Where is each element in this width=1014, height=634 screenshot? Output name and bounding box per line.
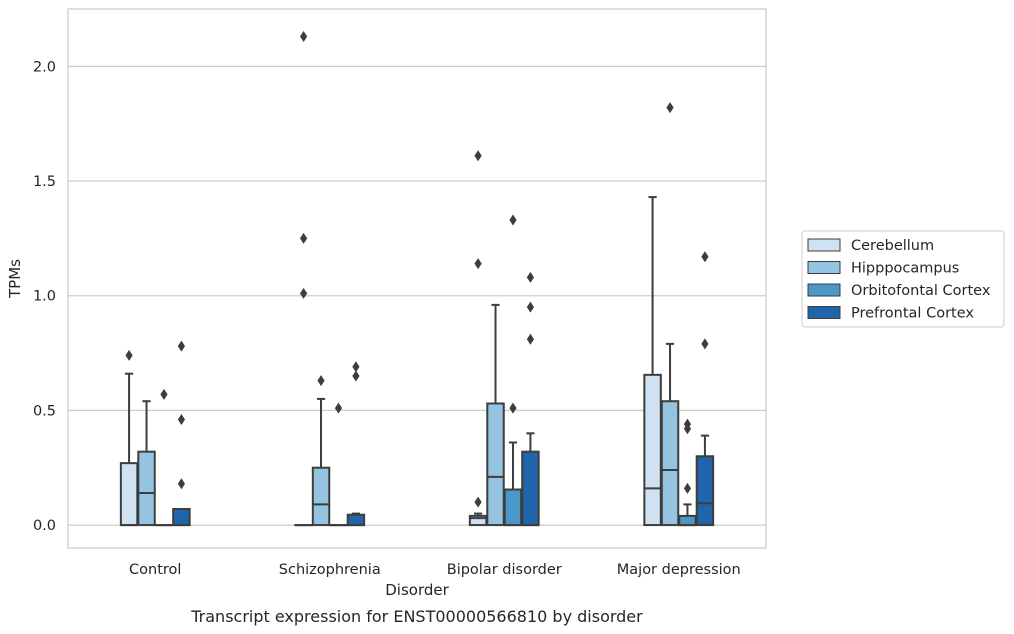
outlier-point bbox=[509, 214, 517, 226]
box-hipppocampus bbox=[311, 375, 331, 527]
box-body bbox=[643, 373, 662, 527]
outlier-point bbox=[177, 414, 186, 426]
y-axis-ticks: 0.0 0.5 1.0 1.5 2.0 bbox=[33, 59, 56, 534]
outlier-point bbox=[474, 150, 482, 162]
box-body bbox=[695, 455, 715, 527]
box-prefrontal-cortex bbox=[346, 361, 366, 527]
y-tick-label: 0.0 bbox=[33, 518, 56, 534]
y-tick-label: 1.0 bbox=[33, 289, 56, 305]
outlier-point bbox=[299, 31, 308, 43]
legend-swatch bbox=[807, 261, 841, 274]
legend-label: Cerebellum bbox=[851, 238, 934, 254]
outlier-point bbox=[526, 333, 535, 345]
box-orbitofontal-cortex bbox=[503, 214, 523, 527]
plot-frame bbox=[67, 8, 767, 549]
legend: Cerebellum Hipppocampus Orbitofontal Corte… bbox=[801, 230, 1005, 328]
box-cerebellum bbox=[294, 31, 313, 527]
box-orbitofontal-cortex bbox=[329, 402, 348, 527]
outlier-point bbox=[526, 271, 535, 283]
outlier-point bbox=[666, 102, 674, 114]
box-body bbox=[678, 514, 697, 527]
box-body bbox=[172, 508, 191, 527]
box-hipppocampus bbox=[137, 400, 156, 527]
legend-swatch bbox=[807, 238, 841, 252]
legend-label: Orbitofontal Cortex bbox=[851, 283, 991, 299]
box-orbitofontal-cortex bbox=[154, 388, 174, 527]
box-prefrontal-cortex bbox=[695, 251, 715, 527]
outlier-point bbox=[352, 361, 360, 373]
box-cerebellum bbox=[643, 196, 662, 527]
x-axis-ticks: Control Schizophrenia Bipolar disorder Majo… bbox=[129, 562, 741, 578]
box-groups bbox=[119, 31, 715, 527]
legend-swatch bbox=[807, 283, 841, 297]
outlier-point bbox=[526, 301, 535, 313]
x-tick-label: Schizophrenia bbox=[279, 562, 381, 578]
legend-label: Prefrontal Cortex bbox=[851, 306, 974, 322]
box-cerebellum bbox=[119, 349, 139, 527]
y-tick-label: 0.5 bbox=[33, 403, 56, 419]
x-tick-label: Major depression bbox=[617, 562, 741, 578]
x-axis-label: Disorder bbox=[385, 581, 449, 599]
outlier-point bbox=[334, 402, 343, 414]
box-body bbox=[346, 513, 366, 527]
outlier-point bbox=[683, 418, 692, 430]
outlier-point bbox=[474, 258, 482, 270]
box-body bbox=[311, 466, 331, 527]
box-prefrontal-cortex bbox=[172, 340, 191, 527]
x-tick-label: Control bbox=[129, 562, 181, 578]
box-hipppocampus bbox=[486, 303, 505, 527]
y-tick-label: 1.5 bbox=[33, 174, 56, 190]
y-tick-label: 2.0 bbox=[33, 59, 56, 75]
box-cerebellum bbox=[468, 150, 488, 527]
box-body bbox=[503, 488, 523, 527]
outlier-point bbox=[509, 402, 517, 414]
outlier-point bbox=[474, 496, 482, 508]
legend-swatch bbox=[807, 306, 841, 319]
outlier-point bbox=[299, 287, 308, 299]
chart-caption: Transcript expression for ENST0000056681… bbox=[190, 607, 643, 626]
outlier-point bbox=[352, 370, 360, 382]
outlier-point bbox=[701, 251, 709, 263]
outlier-point bbox=[177, 478, 186, 490]
y-axis-label: TPMs bbox=[6, 259, 24, 299]
outlier-point bbox=[701, 338, 709, 350]
outlier-point bbox=[160, 388, 168, 400]
box-body bbox=[137, 450, 156, 527]
outlier-point bbox=[317, 375, 325, 387]
outlier-point bbox=[299, 232, 308, 244]
legend-box bbox=[801, 230, 1005, 328]
outlier-point bbox=[177, 340, 186, 352]
box-hipppocampus bbox=[660, 102, 680, 527]
box-body bbox=[119, 462, 139, 527]
box-body bbox=[521, 450, 540, 527]
box-body bbox=[660, 400, 680, 527]
box-body bbox=[486, 402, 505, 527]
outlier-point bbox=[683, 482, 692, 494]
outlier-point bbox=[125, 349, 133, 361]
legend-label: Hipppocampus bbox=[851, 261, 959, 277]
box-orbitofontal-cortex bbox=[678, 418, 697, 527]
x-tick-label: Bipolar disorder bbox=[447, 562, 562, 578]
box-prefrontal-cortex bbox=[521, 271, 540, 527]
